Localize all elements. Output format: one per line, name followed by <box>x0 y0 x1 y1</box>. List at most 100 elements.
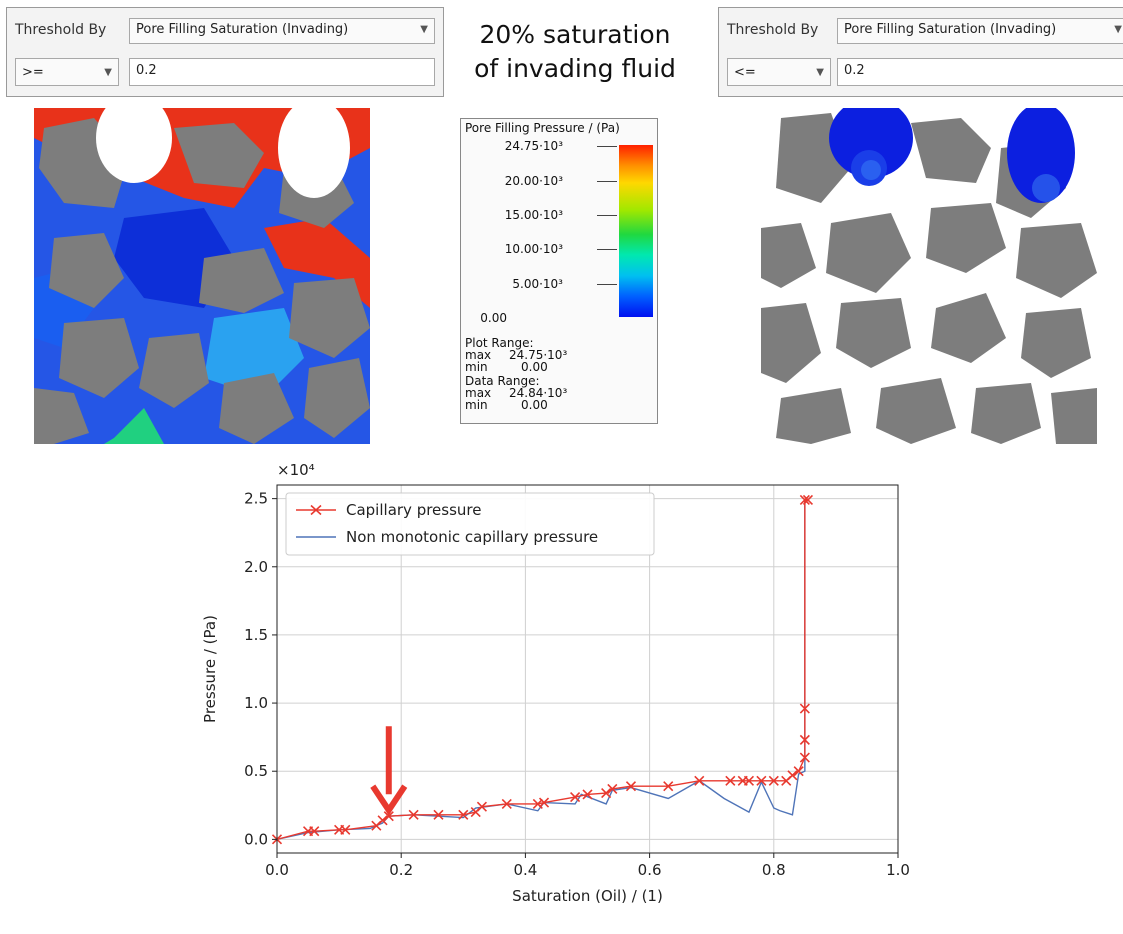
threshold-by-value: Pore Filling Saturation (Invading) <box>844 22 1057 37</box>
pore-image-left <box>34 108 370 444</box>
threshold-panel-right: Threshold By Pore Filling Saturation (In… <box>718 7 1123 97</box>
x-tick-label: 0.2 <box>389 861 413 879</box>
data-point-marker <box>663 781 674 792</box>
data-min-label: min <box>465 398 488 412</box>
saturation-caption: 20% saturation of invading fluid <box>450 18 700 86</box>
y-multiplier-label: ×10⁴ <box>277 461 315 479</box>
data-max-label: max <box>465 386 492 400</box>
x-tick-label: 0.0 <box>265 861 289 879</box>
data-point-marker <box>787 770 798 781</box>
data-min-value: 0.00 <box>521 398 548 412</box>
chevron-down-icon: ▼ <box>1114 24 1122 35</box>
threshold-value-input[interactable]: 0.2 <box>129 58 435 86</box>
data-range-label: Data Range: <box>465 374 540 388</box>
data-point-marker <box>309 826 320 837</box>
x-tick-label: 0.4 <box>513 861 537 879</box>
y-tick-label: 0.5 <box>244 762 268 780</box>
threshold-by-label: Threshold By <box>15 22 107 38</box>
operator-dropdown[interactable]: >= ▼ <box>15 58 119 86</box>
y-tick-label: 2.0 <box>244 558 268 576</box>
threshold-by-dropdown[interactable]: Pore Filling Saturation (Invading) ▼ <box>129 18 435 44</box>
colorbar-title: Pore Filling Pressure / (Pa) <box>465 121 620 135</box>
y-tick-label: 2.5 <box>244 490 268 508</box>
legend-label-capillary: Capillary pressure <box>346 501 481 519</box>
data-point-marker <box>377 815 388 826</box>
data-point-marker <box>582 789 593 800</box>
data-point-marker <box>625 781 637 792</box>
colorbar-tick: 20.00·10³ <box>504 174 563 188</box>
x-tick-label: 0.6 <box>638 861 662 879</box>
data-point-marker <box>476 801 487 812</box>
plot-max-value: 24.75·10³ <box>509 348 568 362</box>
data-point-marker <box>408 809 419 820</box>
pore-image-right <box>761 108 1097 444</box>
data-point-marker <box>532 798 543 809</box>
colorbar-tick: 24.75·10³ <box>504 139 563 153</box>
data-point-marker <box>793 766 804 777</box>
capillary-pressure-chart: 0.0 0.2 0.4 0.6 0.8 1.0 0.0 0.5 1.0 1.5 2.0 2.5 Satu… <box>190 450 930 930</box>
data-point-marker <box>799 734 810 745</box>
data-point-marker <box>694 775 705 786</box>
data-point-marker <box>458 809 469 820</box>
y-axis-label: Pressure / (Pa) <box>201 615 219 723</box>
threshold-by-label: Threshold By <box>727 22 819 38</box>
operator-value: >= <box>22 65 44 80</box>
threshold-panel-left: Threshold By Pore Filling Saturation (In… <box>6 7 444 97</box>
chevron-down-icon: ▼ <box>420 24 428 35</box>
legend-label-non-monotonic: Non monotonic capillary pressure <box>346 528 598 546</box>
data-point-marker <box>799 703 810 714</box>
data-point-marker <box>725 775 736 786</box>
data-max-value: 24.84·10³ <box>509 386 568 400</box>
data-point-marker <box>501 798 512 809</box>
data-point-marker <box>570 792 581 803</box>
series-layer <box>271 494 814 845</box>
data-point-marker <box>340 824 351 835</box>
y-tick-label: 1.0 <box>244 694 268 712</box>
pore-image-right-svg <box>761 108 1097 444</box>
legend-marker-capillary <box>310 504 322 516</box>
plot-frame <box>276 484 899 854</box>
colorbar-tick: 10.00·10³ <box>504 242 563 256</box>
data-point-marker <box>433 809 444 820</box>
data-point-marker <box>538 797 550 808</box>
legend-box <box>285 492 655 556</box>
data-point-marker <box>383 811 394 822</box>
colorbar-tick-marks <box>597 119 617 339</box>
data-point-marker <box>756 775 767 786</box>
plot-range-label: Plot Range: <box>465 336 534 350</box>
data-point-marker <box>601 787 612 799</box>
plot-min-label: min <box>465 360 488 374</box>
plot-max-label: max <box>465 348 492 362</box>
caption-line-2: of invading fluid <box>474 54 676 83</box>
data-point-marker <box>802 494 814 506</box>
colorbar-tick: 5.00·10³ <box>512 277 563 291</box>
colorbar-legend: Pore Filling Pressure / (Pa) 24.75·10³ 2… <box>460 118 658 424</box>
axes-layer: 0.0 0.2 0.4 0.6 0.8 1.0 0.0 0.5 1.0 1.5 2.0 2.5 Satu… <box>201 461 910 905</box>
y-tick-label: 0.0 <box>244 830 268 848</box>
operator-value: <= <box>734 65 756 80</box>
chevron-down-icon: ▼ <box>104 67 112 78</box>
arrow-down-icon-head <box>370 784 408 816</box>
threshold-by-value: Pore Filling Saturation (Invading) <box>136 22 349 37</box>
threshold-by-dropdown[interactable]: Pore Filling Saturation (Invading) ▼ <box>837 18 1123 44</box>
chevron-down-icon: ▼ <box>816 67 824 78</box>
data-point-marker <box>768 775 779 786</box>
colorbar-tick: 15.00·10³ <box>504 208 563 222</box>
colorbar-tick: 0.00 <box>480 311 507 325</box>
threshold-value-input[interactable]: 0.2 <box>837 58 1123 86</box>
x-tick-label: 0.8 <box>762 861 786 879</box>
chart-svg: 0.0 0.2 0.4 0.6 0.8 1.0 0.0 0.5 1.0 1.5 2.0 2.5 Satu… <box>201 461 910 905</box>
x-tick-label: 1.0 <box>886 861 910 879</box>
y-tick-label: 1.5 <box>244 626 268 644</box>
colorbar-gradient <box>619 145 653 317</box>
pore-image-left-svg <box>34 108 370 444</box>
chart-legend: Capillary pressure Non monotonic capillar… <box>285 492 655 556</box>
data-point-marker <box>743 775 755 786</box>
plot-min-value: 0.00 <box>521 360 548 374</box>
operator-dropdown[interactable]: <= ▼ <box>727 58 831 86</box>
x-axis-label: Saturation (Oil) / (1) <box>512 887 663 905</box>
data-point-marker <box>799 752 810 763</box>
data-point-marker <box>607 783 618 795</box>
data-point-marker <box>799 494 810 506</box>
caption-line-1: 20% saturation <box>479 20 671 49</box>
